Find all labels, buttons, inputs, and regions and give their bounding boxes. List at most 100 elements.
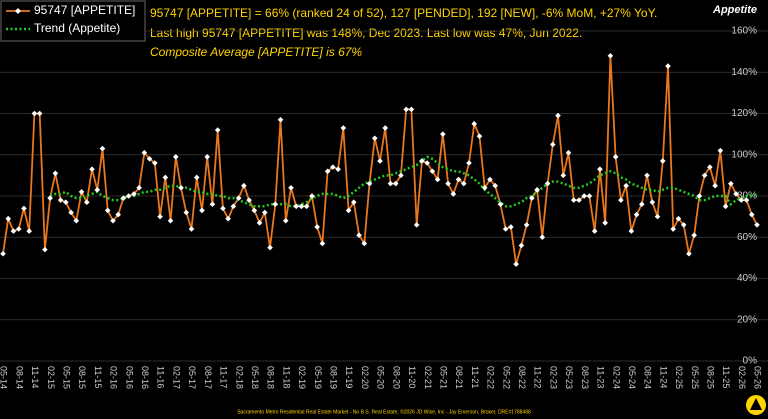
x-tick-label: 08-21: [454, 366, 464, 389]
legend-marker: [15, 8, 21, 14]
x-tick-label: 05-26: [753, 366, 763, 389]
point: [612, 154, 619, 160]
point: [188, 226, 195, 232]
point: [157, 213, 163, 220]
x-tick-label: 05-20: [376, 366, 386, 389]
point: [691, 232, 697, 238]
x-tick-label: 08-22: [517, 366, 527, 389]
point: [748, 211, 755, 218]
x-tick-label: 08-20: [391, 366, 401, 389]
x-tick-label: 05-14: [0, 366, 9, 389]
point: [178, 184, 184, 191]
point: [502, 226, 509, 232]
point: [314, 224, 320, 230]
point: [743, 197, 750, 203]
point: [471, 121, 478, 127]
legend-label: Trend (Appetite): [34, 21, 120, 35]
legend-label: 95747 [APPETITE]: [34, 3, 135, 17]
point: [214, 127, 221, 133]
point: [10, 228, 17, 234]
y-tick-label: 20%: [737, 314, 757, 325]
y-tick-label: 60%: [737, 232, 757, 243]
point: [298, 203, 305, 210]
point: [115, 211, 121, 218]
x-tick-label: 02-20: [360, 366, 370, 389]
point: [21, 205, 27, 212]
point: [544, 180, 551, 187]
point: [15, 226, 22, 232]
point: [665, 63, 671, 69]
point: [675, 215, 682, 222]
point: [445, 180, 451, 187]
logo-mark: [750, 398, 762, 410]
x-tick-label: 02-25: [674, 366, 684, 389]
point: [73, 217, 80, 224]
point: [110, 217, 116, 224]
point: [597, 166, 603, 172]
point: [193, 174, 200, 181]
point: [57, 197, 64, 203]
point: [712, 182, 718, 189]
x-tick-label: 02-24: [611, 366, 621, 389]
point: [618, 197, 624, 203]
point: [366, 180, 373, 187]
x-tick-label: 02-16: [109, 366, 119, 389]
point: [487, 176, 493, 183]
point: [330, 164, 336, 170]
point: [717, 147, 724, 154]
x-tick-label: 11-25: [721, 366, 731, 388]
point: [120, 195, 127, 201]
annotation: 95747 [APPETITE] = 66% (ranked 24 of 52)…: [150, 6, 657, 20]
point: [131, 191, 137, 197]
point: [529, 195, 535, 201]
point: [230, 203, 237, 210]
chart-title: Appetite: [712, 4, 757, 16]
x-tick-label: 02-21: [423, 366, 433, 389]
x-tick-label: 02-22: [486, 366, 496, 389]
point: [324, 168, 331, 175]
point: [481, 184, 488, 191]
x-tick-label: 05-18: [250, 366, 260, 389]
point: [183, 209, 190, 216]
x-tick-label: 11-16: [156, 366, 166, 388]
point: [382, 125, 389, 131]
point: [361, 240, 368, 247]
x-tick-label: 02-26: [737, 366, 747, 389]
y-tick-label: 40%: [737, 273, 757, 284]
legend: [0, 0, 146, 42]
point: [476, 133, 483, 139]
point: [623, 182, 629, 189]
point: [104, 207, 111, 214]
point: [649, 199, 656, 205]
point: [209, 201, 216, 208]
x-tick-label: 11-14: [30, 366, 40, 388]
point: [508, 224, 514, 230]
point: [89, 166, 95, 172]
point: [696, 193, 703, 199]
point: [565, 149, 572, 156]
y-tick-label: 160%: [731, 26, 757, 37]
point: [99, 145, 106, 152]
x-tick-label: 08-25: [706, 366, 716, 389]
point: [518, 242, 525, 249]
point: [167, 217, 174, 224]
point: [246, 197, 252, 203]
point: [722, 203, 729, 210]
point: [83, 199, 90, 205]
point: [262, 209, 268, 216]
x-tick-label: 11-21: [470, 366, 480, 388]
point: [659, 158, 666, 164]
x-tick-label: 11-17: [219, 366, 229, 388]
x-tick-label: 05-23: [564, 366, 574, 389]
point: [460, 180, 467, 187]
point: [251, 207, 258, 214]
point: [335, 166, 341, 172]
x-tick-label: 08-19: [329, 366, 339, 389]
x-tick-label: 11-15: [93, 366, 103, 388]
point: [408, 106, 415, 113]
point: [293, 203, 300, 210]
point: [387, 180, 394, 187]
point: [513, 261, 519, 267]
point: [440, 131, 446, 137]
